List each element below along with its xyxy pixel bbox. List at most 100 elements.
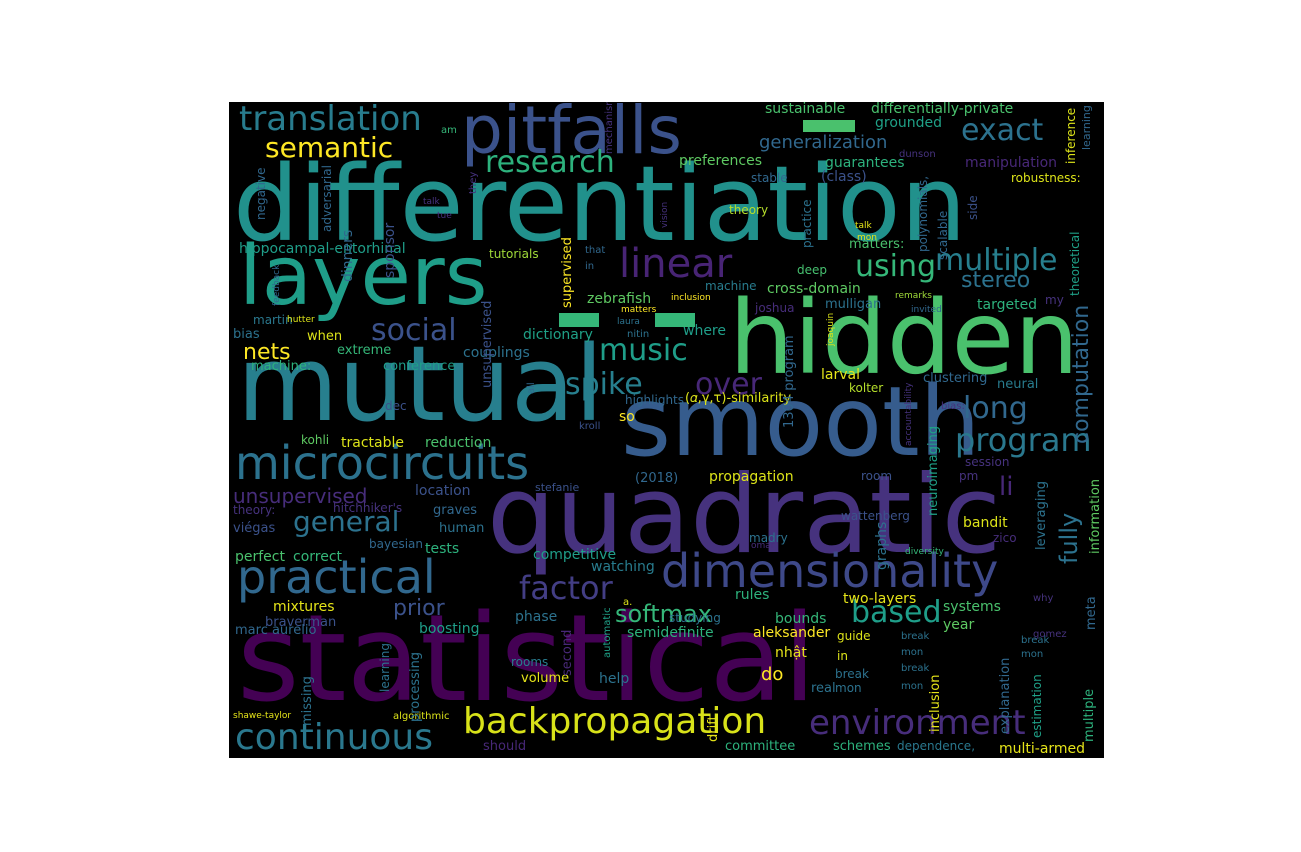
word-meta: meta	[1084, 596, 1099, 630]
word-year: year	[943, 617, 975, 633]
word-session: session	[965, 455, 1010, 469]
word-extreme: extreme	[337, 343, 392, 358]
word-differentially-private: differentially-private	[871, 102, 1014, 117]
word-two-layers: two-layers	[843, 591, 917, 607]
word-continuous: continuous	[235, 717, 433, 758]
word-stable: stable	[751, 171, 788, 185]
word-that: that	[585, 245, 606, 256]
word-boosting: boosting	[419, 621, 480, 637]
word-they: they	[468, 171, 479, 194]
word-marc-aurelio: marc aurelio	[235, 623, 317, 638]
word-mulligan: mulligan	[825, 297, 882, 312]
word-correct: correct	[293, 549, 343, 565]
word-translation: translation	[239, 102, 422, 139]
word-exact: exact	[961, 113, 1044, 148]
word-matters: matters	[621, 305, 657, 315]
word-stereo: stereo	[961, 268, 1031, 293]
word-martin: martin	[253, 313, 293, 327]
word-stefanie: stefanie	[535, 481, 580, 494]
word-drift: drift	[706, 715, 721, 742]
word-mon5: mon	[857, 233, 877, 243]
word-talk: talk	[855, 221, 872, 231]
word-invited: invited	[911, 305, 942, 315]
word-diversity: diversity	[905, 547, 944, 557]
word-tests: tests	[425, 541, 460, 557]
word-general: general	[293, 505, 400, 538]
word-neuroimaging: neuroimaging	[926, 425, 941, 516]
word-break3: break	[901, 631, 930, 642]
word-supervised: supervised	[560, 237, 575, 308]
word-mixtures: mixtures	[273, 599, 335, 615]
word-hidden: hidden	[729, 279, 1079, 398]
word-statistical: statistical	[237, 590, 817, 729]
word-guarantees: guarantees	[825, 155, 905, 171]
word-guide: guide	[837, 629, 871, 643]
word-polynomials: polynomials,	[916, 175, 930, 252]
word-dinners: dinners	[340, 229, 356, 282]
word-break: break	[835, 667, 869, 681]
word-mon4: mon	[1021, 649, 1044, 660]
word-multi-armed: multi-armed	[999, 741, 1086, 757]
dash-mark	[559, 313, 599, 327]
word-aleksander: aleksander	[753, 625, 831, 641]
word-mutual: mutual	[237, 323, 604, 445]
word-bandit: bandit	[963, 515, 1008, 531]
word-using: using	[855, 249, 937, 284]
word-leveraging: leveraging	[1034, 481, 1049, 550]
word-vision: vision	[660, 201, 670, 228]
word-program: program	[955, 421, 1092, 459]
word-laura: laura	[617, 317, 640, 327]
word-mechanism: mechanism	[604, 102, 615, 154]
word-prior: prior	[393, 596, 445, 621]
word-zebrafish: zebrafish	[587, 291, 652, 307]
word-unsupervised: unsupervised	[233, 484, 368, 508]
word-mon: mon	[835, 681, 862, 695]
word-processing: processing	[408, 651, 423, 722]
word-dictionary: dictionary	[523, 327, 593, 343]
word-nets: nets	[243, 340, 291, 365]
word-learning2: learning	[1080, 105, 1093, 150]
word-dimensionality: dimensionality	[661, 544, 999, 598]
word-second: second	[560, 629, 575, 676]
word-remarks: remarks	[895, 291, 932, 301]
word-fully: fully	[1055, 512, 1083, 564]
word-feedback: feedback	[272, 264, 282, 306]
word-systems: systems	[943, 599, 1001, 615]
word-machine: machine	[705, 279, 757, 293]
word-preferences: preferences	[679, 153, 763, 169]
word-theory-colon: theory:	[233, 503, 276, 517]
word-help: help	[599, 671, 630, 687]
word-tutorials: tutorials	[489, 247, 539, 261]
word-accountability: accountability	[904, 382, 914, 446]
word-real: real	[811, 681, 836, 696]
word-scalable: scalable	[936, 210, 950, 260]
word-break2: break	[901, 663, 930, 674]
word-so: so	[619, 409, 635, 425]
word-kohli: kohli	[301, 433, 330, 447]
word-sponsor: sponsor	[382, 222, 398, 278]
word-omar: omar	[751, 541, 775, 551]
word-graphs: graphs	[874, 521, 890, 570]
word-kolter: kolter	[849, 381, 884, 395]
word-over: over	[695, 367, 762, 402]
word-layers: layers	[239, 229, 488, 324]
word-kroll: kroll	[579, 421, 601, 432]
word-spike: spike	[565, 367, 643, 402]
word-explanation: explanation	[998, 657, 1013, 734]
word-mon2: mon	[901, 681, 924, 692]
word-studying: studying	[669, 611, 721, 625]
word-neural: neural	[997, 377, 1039, 392]
word-graves: graves	[433, 503, 478, 518]
word-long: long	[963, 391, 1028, 426]
word-learning: learning	[378, 643, 392, 692]
word-side: side	[966, 195, 980, 220]
word-environment: environment	[809, 703, 1026, 743]
word-rules: rules	[735, 587, 770, 603]
word-rooms: rooms	[511, 655, 549, 669]
word-manipulation: manipulation	[965, 155, 1058, 171]
word-break4: break	[1021, 635, 1050, 646]
word-adversarial: adversarial	[320, 165, 334, 232]
word-2018: (2018)	[635, 471, 679, 486]
word-bayesian: bayesian	[369, 537, 423, 551]
word-deep: deep	[797, 263, 827, 277]
